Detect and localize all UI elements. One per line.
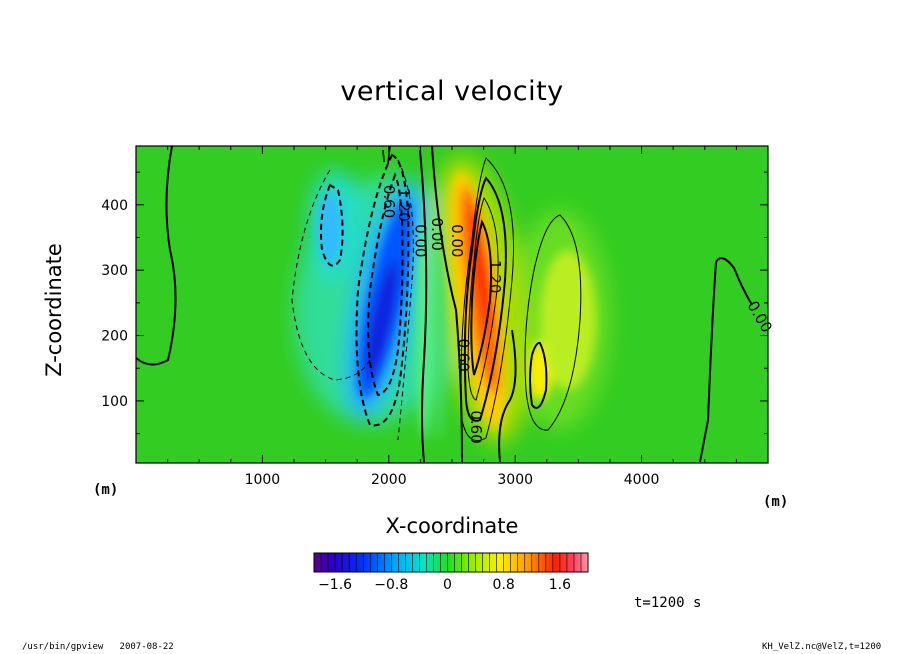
y-tick-label: 300 — [101, 263, 128, 279]
contour-label: 0.00 — [428, 218, 446, 251]
x-tick-label: 3000 — [497, 472, 533, 488]
heatmap-field — [136, 146, 768, 463]
colorbar-gradient — [313, 552, 589, 573]
contour-label: 1.20 — [395, 188, 413, 221]
colorbar — [313, 552, 589, 573]
x-tick-label: 4000 — [624, 472, 660, 488]
contour-lines — [136, 146, 753, 463]
contour-label: 0.00 — [448, 224, 466, 257]
contour-label: 1.20 — [486, 260, 504, 293]
colorbar-tick-label: 0 — [443, 577, 452, 593]
contour-label: 0.60 — [467, 410, 485, 443]
x-tick-label: 2000 — [371, 472, 407, 488]
colorbar-tick-label: 1.6 — [548, 577, 572, 593]
y-tick-label: 100 — [101, 394, 128, 410]
axis-ticks: 1000 2000 3000 4000 100 200 300 400 — [101, 146, 768, 488]
x-tick-label: 1000 — [245, 472, 281, 488]
colorbar-tick-label: −0.8 — [374, 577, 409, 593]
y-tick-label: 400 — [101, 198, 128, 214]
contour-label: 0.60 — [454, 338, 472, 371]
y-tick-label: 200 — [101, 329, 128, 345]
y-axis-unit: (m) — [93, 482, 119, 498]
chart-title: vertical velocity — [340, 76, 564, 107]
contour-labels: 0.601.200.000.00 0.001.200.600.600.00 — [380, 185, 776, 444]
contour-label: 0.00 — [411, 224, 429, 257]
footer-right: KH_VelZ.nc@VelZ,t=1200 — [762, 642, 882, 652]
contour-label: 0.60 — [380, 185, 398, 218]
colorbar-tick-labels: −1.6 −0.8 0 0.8 1.6 — [0, 577, 904, 597]
colorbar-tick-label: 0.8 — [492, 577, 515, 593]
x-axis-unit: (m) — [763, 494, 789, 510]
colorbar-tick-label: −1.6 — [318, 577, 353, 593]
time-label: t=1200 s — [634, 595, 702, 611]
x-axis-label: X-coordinate — [385, 514, 519, 538]
footer-left: /usr/bin/gpview 2007-08-22 — [22, 642, 174, 652]
